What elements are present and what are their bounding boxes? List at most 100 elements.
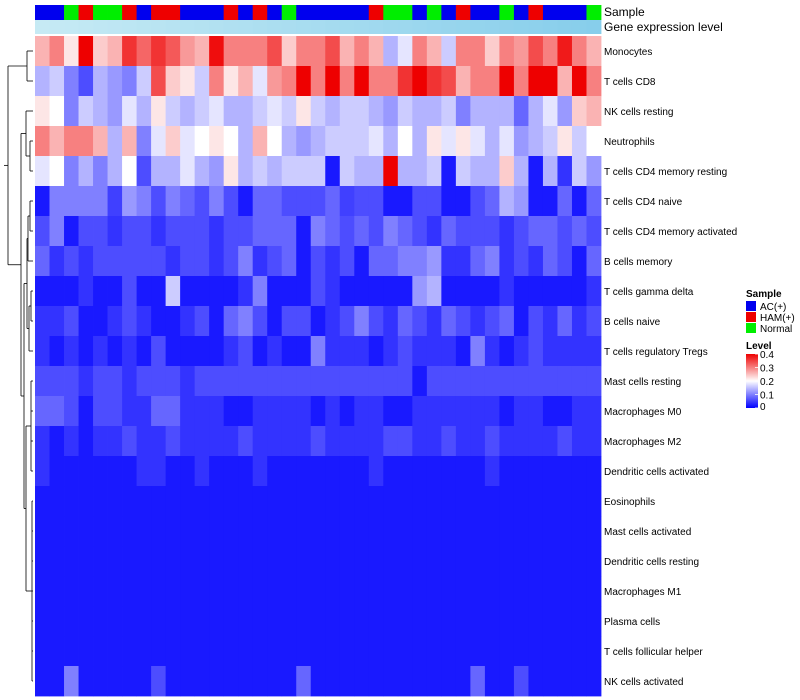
heatmap-cell bbox=[557, 216, 573, 247]
heatmap-cell bbox=[165, 546, 181, 577]
heatmap-cell bbox=[180, 186, 196, 217]
heatmap-cell bbox=[368, 156, 384, 187]
heatmap-cell bbox=[151, 156, 167, 187]
heatmap-cell bbox=[383, 156, 399, 187]
heatmap-cell bbox=[136, 126, 152, 157]
heatmap-cell bbox=[441, 666, 457, 697]
gene-expression-annotation-cell bbox=[339, 20, 355, 34]
heatmap-cell bbox=[368, 96, 384, 127]
heatmap-cell bbox=[354, 666, 370, 697]
heatmap-cell bbox=[383, 456, 399, 487]
heatmap-cell bbox=[267, 366, 283, 397]
heatmap-cell bbox=[296, 516, 312, 547]
heatmap-cell bbox=[441, 576, 457, 607]
sample-annotation-cell bbox=[441, 5, 457, 20]
heatmap-cell bbox=[107, 156, 123, 187]
heatmap-cell bbox=[238, 396, 254, 427]
heatmap-cell bbox=[325, 636, 341, 667]
heatmap-cell bbox=[426, 336, 442, 367]
heatmap-cell bbox=[35, 546, 50, 577]
heatmap-cell bbox=[484, 126, 500, 157]
gene-expression-annotation-cell bbox=[209, 20, 225, 34]
heatmap-cell bbox=[426, 96, 442, 127]
heatmap-cell bbox=[151, 186, 167, 217]
row-label: Macrophages M0 bbox=[604, 407, 682, 418]
heatmap-cell bbox=[122, 426, 137, 457]
heatmap-cell bbox=[78, 246, 94, 277]
heatmap-cell bbox=[151, 306, 167, 337]
gene-expression-annotation-cell bbox=[122, 20, 137, 34]
heatmap-cell bbox=[93, 306, 108, 337]
heatmap-cell bbox=[238, 666, 254, 697]
heatmap-cell bbox=[325, 546, 341, 577]
heatmap-cell bbox=[339, 486, 355, 517]
heatmap-cell bbox=[281, 126, 297, 157]
heatmap-cell bbox=[484, 366, 500, 397]
heatmap-cell bbox=[267, 456, 283, 487]
row-label: Dendritic cells resting bbox=[604, 557, 699, 568]
heatmap-cell bbox=[49, 126, 65, 157]
heatmap-cell bbox=[194, 126, 210, 157]
heatmap-cell bbox=[426, 606, 442, 637]
heatmap-cell bbox=[383, 486, 399, 517]
heatmap-cell bbox=[223, 96, 239, 127]
heatmap-cell bbox=[49, 246, 65, 277]
gene-expression-annotation-cell bbox=[426, 20, 442, 34]
sample-annotation-cell bbox=[78, 5, 94, 20]
heatmap-cell bbox=[78, 36, 94, 67]
sample-annotation-cell bbox=[557, 5, 573, 20]
heatmap-cell bbox=[368, 636, 384, 667]
heatmap-cell bbox=[383, 306, 399, 337]
heatmap-cell bbox=[296, 666, 312, 697]
heatmap-cell bbox=[571, 606, 587, 637]
heatmap-cell bbox=[107, 636, 123, 667]
heatmap-cell bbox=[209, 576, 225, 607]
heatmap-cell bbox=[93, 276, 108, 307]
heatmap-cell bbox=[93, 336, 108, 367]
row-label: B cells naive bbox=[604, 317, 661, 328]
heatmap-cell bbox=[499, 516, 515, 547]
heatmap-cell bbox=[194, 246, 210, 277]
heatmap-cell bbox=[151, 396, 167, 427]
heatmap-cell bbox=[151, 216, 167, 247]
heatmap-cells bbox=[35, 36, 602, 697]
heatmap-cell bbox=[151, 516, 167, 547]
heatmap-cell bbox=[165, 66, 181, 97]
heatmap-cell bbox=[354, 36, 370, 67]
heatmap-cell bbox=[165, 246, 181, 277]
heatmap-cell bbox=[513, 456, 529, 487]
heatmap-cell bbox=[35, 576, 50, 607]
heatmap-cell bbox=[383, 186, 399, 217]
heatmap-cell bbox=[107, 576, 123, 607]
heatmap-cell bbox=[528, 576, 544, 607]
heatmap-cell bbox=[107, 336, 123, 367]
heatmap-cell bbox=[238, 96, 254, 127]
heatmap-cell bbox=[281, 516, 297, 547]
heatmap-cell bbox=[209, 216, 225, 247]
heatmap-cell bbox=[296, 426, 312, 457]
heatmap-cell bbox=[35, 306, 50, 337]
heatmap-cell bbox=[281, 276, 297, 307]
heatmap-cell bbox=[165, 96, 181, 127]
row-label: Mast cells resting bbox=[604, 377, 681, 388]
heatmap-cell bbox=[528, 186, 544, 217]
heatmap-cell bbox=[252, 216, 268, 247]
heatmap-cell bbox=[136, 516, 152, 547]
heatmap-cell bbox=[93, 516, 108, 547]
heatmap-cell bbox=[238, 186, 254, 217]
heatmap-cell bbox=[484, 66, 500, 97]
heatmap-cell bbox=[426, 636, 442, 667]
row-label: Mast cells activated bbox=[604, 527, 691, 538]
heatmap-cell bbox=[165, 186, 181, 217]
heatmap-cell bbox=[49, 156, 65, 187]
heatmap-cell bbox=[383, 276, 399, 307]
heatmap-cell bbox=[499, 96, 515, 127]
heatmap-cell bbox=[470, 516, 486, 547]
heatmap-cell bbox=[64, 306, 79, 337]
heatmap-cell bbox=[513, 516, 529, 547]
sample-annotation-cell bbox=[354, 5, 370, 20]
heatmap-cell bbox=[557, 276, 573, 307]
sample-annotation-bar bbox=[35, 5, 602, 20]
heatmap-cell bbox=[325, 336, 341, 367]
heatmap-cell bbox=[252, 336, 268, 367]
